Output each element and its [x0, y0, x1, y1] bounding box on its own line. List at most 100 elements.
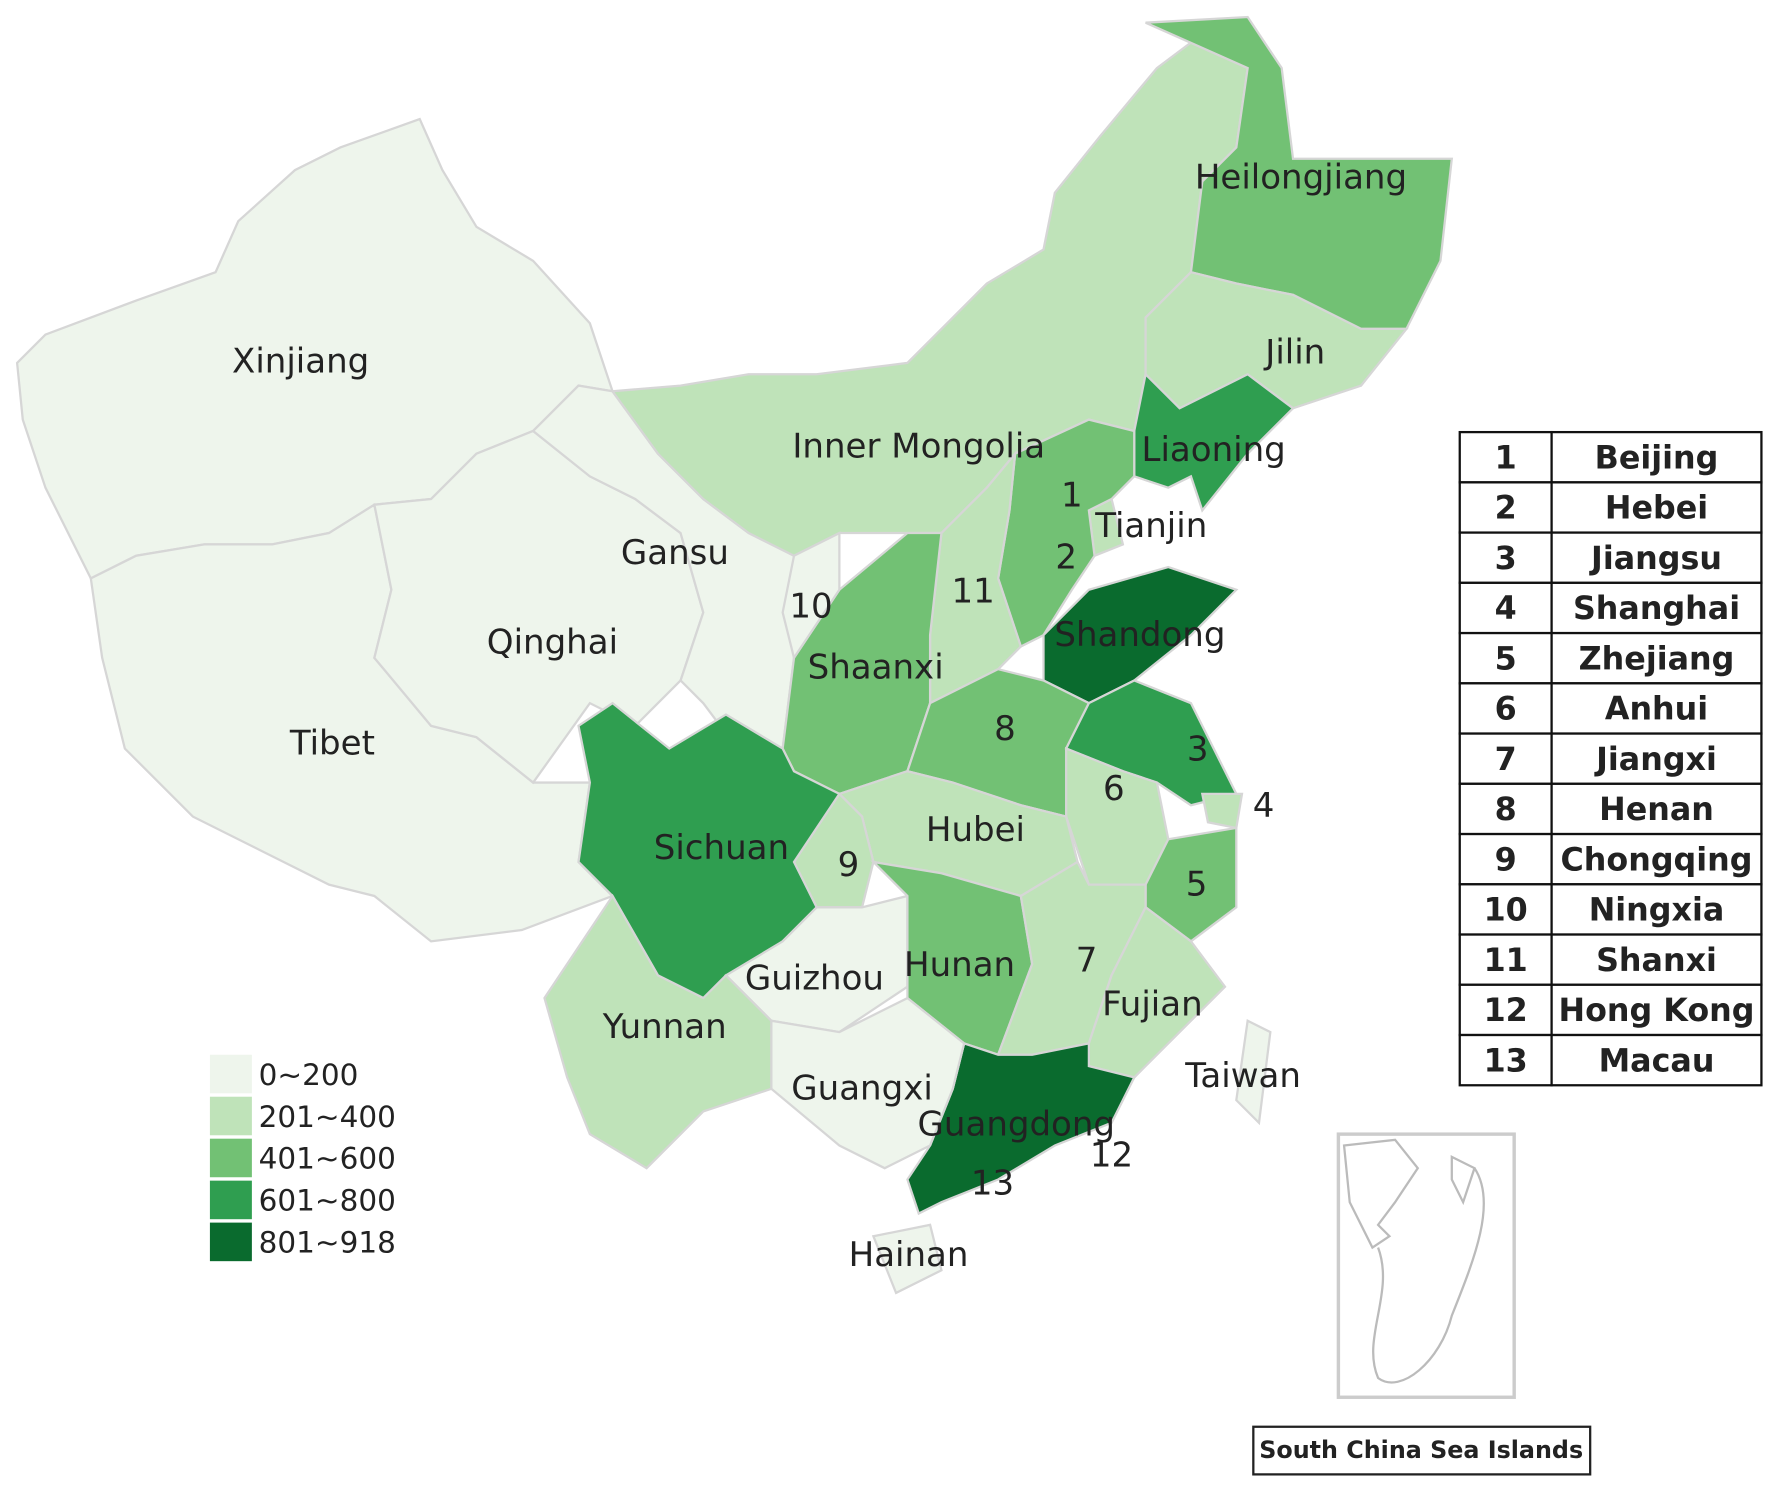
province-label: Hunan [904, 945, 1015, 985]
table-number: 12 [1484, 993, 1528, 1029]
province-label: Shandong [1054, 615, 1225, 655]
table-name: Jiangsu [1589, 541, 1722, 577]
table-cell [1458, 883, 1553, 936]
province-label: Sichuan [654, 828, 789, 868]
province-label: Taiwan [1184, 1056, 1301, 1096]
province-label: Inner Mongolia [792, 426, 1045, 466]
province-label: Tibet [289, 724, 375, 764]
province-label: 5 [1186, 864, 1208, 904]
inset-caption: South China Sea Islands [1259, 1436, 1583, 1464]
inset: South China Sea Islands [1252, 1132, 1592, 1476]
inset-caption-box [1252, 1425, 1592, 1476]
province-label: 10 [789, 586, 832, 626]
inset-island [1450, 1154, 1476, 1206]
table-cell [1458, 430, 1553, 484]
table-name: Jiangxi [1594, 742, 1717, 778]
province-label: 8 [994, 709, 1016, 749]
province [1144, 270, 1409, 410]
inset-frame [1336, 1132, 1516, 1399]
province [543, 893, 773, 1170]
table-cell [1458, 983, 1553, 1037]
province-label: Guizhou [745, 958, 884, 998]
province-label: Fujian [1102, 984, 1203, 1024]
table-cell [1550, 832, 1763, 886]
point-label: 12 [1090, 1135, 1133, 1175]
table-cell [1550, 581, 1763, 635]
table-cell [1550, 682, 1763, 735]
table-name: Shanghai [1573, 591, 1740, 627]
point-label: 13 [971, 1164, 1014, 1204]
table-number: 5 [1495, 641, 1517, 677]
legend-swatch [209, 1180, 252, 1220]
inset-coast [1342, 1138, 1420, 1250]
legend-label: 0~200 [259, 1058, 359, 1092]
table-name: Hong Kong [1559, 993, 1755, 1029]
province-label: Guangdong [918, 1105, 1115, 1145]
province [770, 996, 966, 1170]
table-name: Hebei [1605, 491, 1708, 527]
province [577, 701, 842, 1000]
legend-swatch [209, 1054, 252, 1094]
province-label: Heilongjiang [1195, 158, 1407, 198]
table-number: 4 [1495, 591, 1517, 627]
province-label: Tianjin [1094, 506, 1207, 546]
province [781, 531, 841, 661]
table-number: 1 [1495, 440, 1517, 476]
table-name: Chongqing [1561, 842, 1753, 878]
province-label: Hainan [849, 1235, 969, 1275]
province-label: 4 [1253, 786, 1275, 826]
province-label: 9 [838, 845, 860, 885]
legend-swatch [209, 1138, 252, 1178]
table-name: Shanxi [1596, 943, 1717, 979]
legend-label: 601~800 [259, 1184, 396, 1218]
legend-label: 401~600 [259, 1142, 396, 1176]
table-name: Beijing [1595, 440, 1719, 476]
table-cell [1458, 832, 1553, 886]
table-number: 10 [1484, 893, 1528, 929]
province-label: Hubei [926, 810, 1025, 850]
table-number: 2 [1495, 491, 1517, 527]
province-label: Jilin [1263, 332, 1325, 372]
table-cell [1550, 883, 1763, 936]
province-label: 11 [952, 572, 995, 612]
province-label: 6 [1103, 769, 1125, 809]
province-label: Xinjiang [232, 341, 369, 381]
table-name: Anhui [1605, 692, 1708, 728]
province [871, 1223, 943, 1295]
inset-line [1372, 1167, 1485, 1384]
table-number: 6 [1495, 692, 1517, 728]
table-number: 13 [1484, 1043, 1528, 1079]
province [1200, 792, 1244, 830]
province-label: Shaanxi [808, 648, 944, 688]
province [1235, 1019, 1272, 1126]
table-name: Ningxia [1589, 893, 1725, 929]
table-cell [1458, 481, 1553, 534]
table-cell [1550, 732, 1763, 785]
province-label: Yunnan [602, 1007, 727, 1047]
province-label: Guangxi [791, 1068, 933, 1108]
table-number: 11 [1484, 943, 1528, 979]
province-label: Gansu [621, 533, 729, 573]
province-label: 2 [1055, 538, 1077, 578]
province-label: 1 [1061, 475, 1083, 515]
table-cell [1550, 933, 1763, 986]
table-cell [1458, 732, 1553, 785]
province-label: 7 [1076, 940, 1098, 980]
table-cell [1550, 1033, 1763, 1087]
table-cell [1550, 782, 1763, 836]
table-cell [1550, 531, 1763, 584]
regions [15, 15, 1454, 1295]
province-label: Qinghai [487, 623, 618, 663]
legend: 0~200 201~400 401~600 601~800 801~918 [209, 1054, 396, 1262]
province-label: 3 [1187, 729, 1209, 769]
labels: Xinjiang Tibet Qinghai Gansu Inner Mongolia H… [232, 158, 1407, 1275]
province [906, 1041, 1136, 1216]
table-number: 9 [1495, 842, 1517, 878]
table-cell [1458, 782, 1553, 836]
table-name: Henan [1599, 792, 1714, 828]
table-name: Zhejiang [1579, 641, 1735, 677]
table-name: Macau [1599, 1043, 1715, 1079]
table-number: 3 [1495, 541, 1517, 577]
table-cell [1550, 430, 1763, 484]
table-cell [1550, 631, 1763, 685]
